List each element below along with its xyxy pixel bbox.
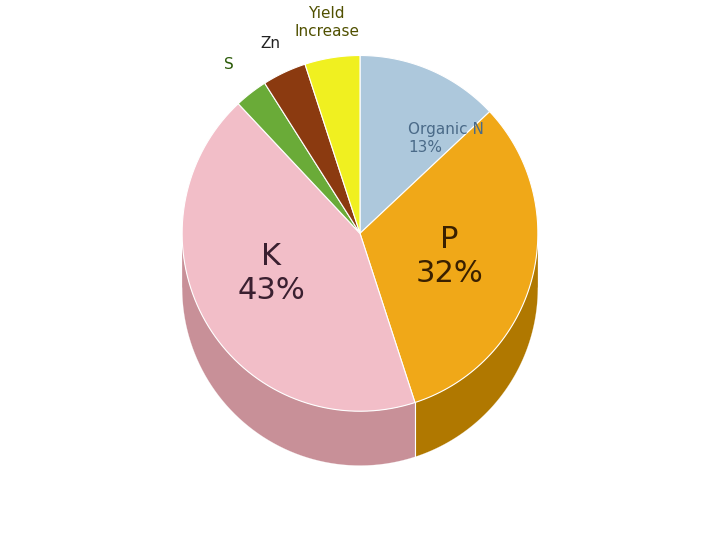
Polygon shape [238, 83, 360, 233]
Text: Yield
Increase: Yield Increase [294, 6, 359, 39]
Polygon shape [360, 112, 538, 402]
Text: Zn: Zn [261, 36, 281, 51]
Text: S: S [225, 57, 234, 72]
Text: K
43%: K 43% [237, 242, 305, 305]
Text: Organic N
13%: Organic N 13% [408, 123, 485, 155]
Polygon shape [265, 64, 360, 233]
Polygon shape [182, 104, 415, 411]
Text: P
32%: P 32% [415, 225, 483, 288]
Polygon shape [360, 56, 490, 233]
Polygon shape [305, 56, 360, 233]
Polygon shape [415, 235, 538, 457]
Polygon shape [182, 234, 415, 465]
